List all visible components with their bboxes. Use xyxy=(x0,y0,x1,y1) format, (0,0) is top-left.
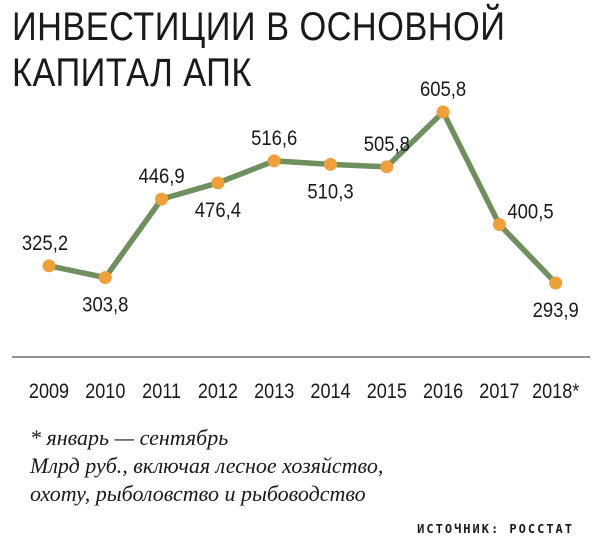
data-label-2015: 505,8 xyxy=(364,133,410,156)
data-label-2018: 293,9 xyxy=(533,299,579,322)
data-point-2014 xyxy=(324,157,337,171)
x-tick-label-2009: 2009 xyxy=(29,380,69,404)
x-tick-label-2015: 2015 xyxy=(367,380,407,404)
x-tick-label-2018: 2018* xyxy=(532,380,580,404)
data-label-2016: 605,8 xyxy=(420,78,466,101)
data-point-2017 xyxy=(492,218,506,232)
data-point-2011 xyxy=(155,192,169,206)
data-label-2013: 516,6 xyxy=(251,127,297,150)
data-label-2014: 510,3 xyxy=(307,180,353,203)
data-point-2013 xyxy=(267,154,281,168)
chart-title-line-1: ИНВЕСТИЦИИ В ОСНОВНОЙ xyxy=(12,5,506,49)
x-tick-label-2012: 2012 xyxy=(198,380,238,404)
series-line xyxy=(46,109,559,286)
chart-title: ИНВЕСТИЦИИ В ОСНОВНОЙ КАПИТАЛ АПК xyxy=(12,4,511,96)
x-tick-label-2017: 2017 xyxy=(479,380,519,404)
data-point-2016 xyxy=(436,105,450,119)
line-chart: 325,2 303,8 446,9 476,4 516,6 510,3 505,8 605,8… xyxy=(12,78,590,404)
data-label-2017: 400,5 xyxy=(507,201,553,224)
data-point-2015 xyxy=(380,160,394,174)
data-point-2018 xyxy=(549,276,563,290)
footnote-period: * январь — сентябрь xyxy=(30,425,229,450)
x-tick-label-2016: 2016 xyxy=(423,380,463,404)
data-point-2010 xyxy=(98,271,112,285)
x-tick-label-2013: 2013 xyxy=(254,380,294,404)
data-label-2011: 446,9 xyxy=(138,165,184,188)
chart-title-line-2: КАПИТАЛ АПК xyxy=(12,51,252,95)
footnote-units: Млрд руб., включая лесное хозяйство, xyxy=(30,453,384,478)
x-tick-label-2011: 2011 xyxy=(142,380,181,404)
footnote-units-continued: охоту, рыболовство и рыбоводство xyxy=(30,481,366,506)
data-label-2012: 476,4 xyxy=(195,199,241,222)
data-point-2012 xyxy=(211,176,225,190)
data-label-2009: 325,2 xyxy=(22,232,68,255)
data-label-2010: 303,8 xyxy=(82,294,128,317)
x-tick-label-2014: 2014 xyxy=(310,380,350,404)
data-point-2009 xyxy=(42,259,56,273)
source-credit: ИСТОЧНИК: РОССТАТ xyxy=(417,522,574,536)
x-tick-label-2010: 2010 xyxy=(85,380,125,404)
footnote: * январь — сентябрь Млрд руб., включая л… xyxy=(30,424,590,508)
